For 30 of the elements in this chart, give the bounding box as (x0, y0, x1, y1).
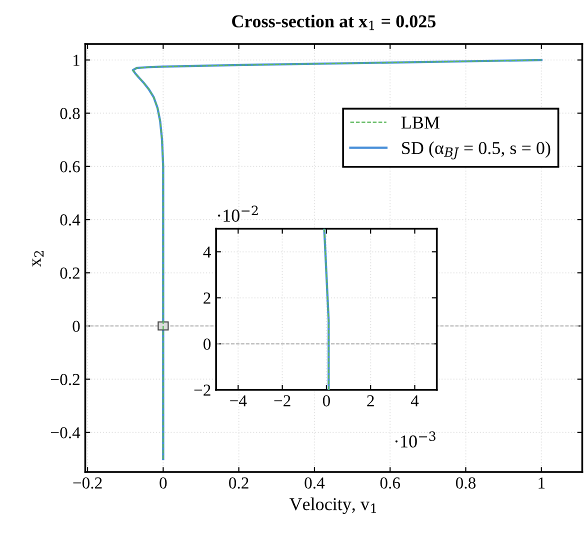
y-tick-label: 0.6 (60, 161, 80, 172)
y-tick-label: 1 (74, 54, 80, 66)
y-tick-label: −2 (194, 384, 210, 396)
legend-label: SD (α$_{BJ}$ = 0.5, s = 0) (402, 141, 550, 160)
legend-label: LBM (401, 116, 440, 129)
y-tick-label: −0.4 (51, 427, 80, 438)
x-tick-label: 4 (410, 395, 419, 406)
x-tick-label: 0 (160, 477, 167, 489)
x-tick-label: 0.8 (456, 477, 476, 489)
y-tick-label: 0 (72, 320, 80, 332)
x-tick-label: 0.4 (304, 477, 325, 489)
x-tick-label: 2 (367, 395, 374, 406)
y-tick-label: 4 (203, 246, 211, 258)
y-tick-label: 0.4 (60, 214, 80, 226)
x-tick-label: 0.6 (380, 477, 400, 489)
x-tick-label: −2 (274, 395, 290, 406)
annotation: ·10$^{−3}$ (395, 431, 436, 448)
y-tick-label: 0.2 (60, 267, 80, 279)
annotation: ·10$^{−2}$ (218, 206, 258, 222)
y-tick-label: −0.2 (51, 374, 80, 386)
x-axis-title: Velocity, v$_{1}$ (289, 498, 376, 514)
x-tick-label: −4 (230, 395, 247, 406)
x-tick-label: 1 (538, 477, 545, 488)
y-tick-label: 0 (204, 338, 211, 350)
x-tick-label: 0.2 (229, 477, 248, 489)
y-tick-label: 0.8 (60, 108, 80, 120)
chart-title: Cross-section at x$_{1}$ = 0.025 (232, 14, 436, 30)
x-tick-label: 0 (322, 395, 330, 406)
y-axis-title: x$_{2}$ (32, 250, 44, 267)
y-tick-label: 2 (204, 292, 210, 304)
